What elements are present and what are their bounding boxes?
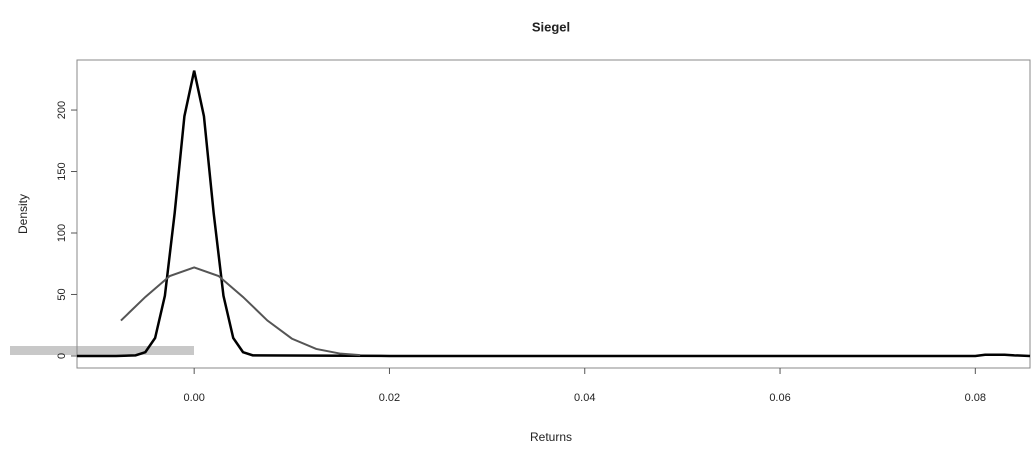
x-tick-label: 0.04 [574, 392, 595, 404]
x-tick-label: 0.08 [965, 392, 986, 404]
y-tick-label: 200 [56, 101, 68, 119]
chart-title: Siegel [532, 19, 570, 34]
legend-remnant [10, 346, 194, 355]
density-line [77, 70, 1031, 358]
x-tick-label: 0.06 [769, 392, 790, 404]
x-tick-label: 0.00 [183, 392, 204, 404]
y-tick-label: 0 [56, 353, 68, 359]
x-tick-label: 0.02 [379, 392, 400, 404]
y-axis-label: Density [16, 194, 30, 234]
density-line [120, 266, 361, 357]
y-tick-label: 100 [56, 224, 68, 242]
plot-frame [76, 59, 1031, 369]
y-tick-label: 50 [56, 288, 68, 300]
y-tick-label: 150 [56, 162, 68, 180]
x-axis-label: Returns [530, 430, 572, 444]
